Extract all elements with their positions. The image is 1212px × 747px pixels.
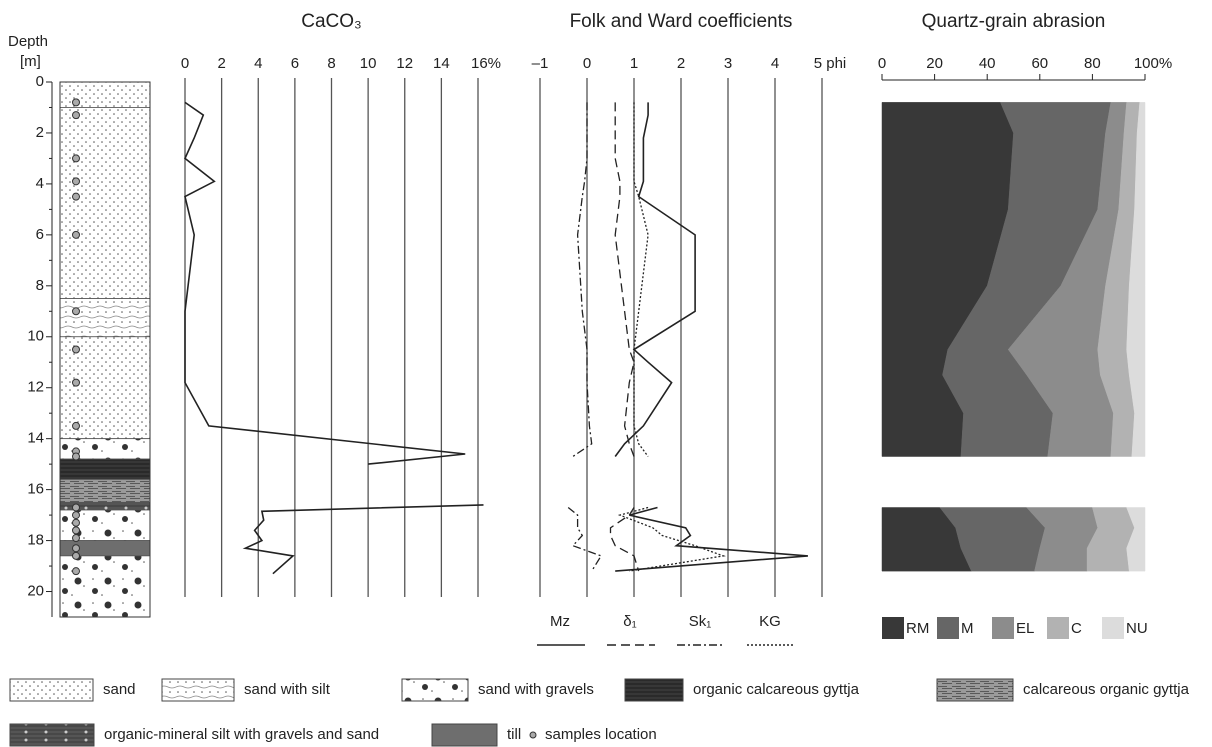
- sample-location: [73, 193, 80, 200]
- legend-swatch: [937, 617, 959, 639]
- sample-location: [73, 545, 80, 552]
- legend-label: KG: [759, 613, 781, 630]
- y-tick-label: 18: [27, 532, 44, 549]
- page: Depth[m]02468101214161820sandsand with s…: [0, 0, 1212, 747]
- sample-location: [73, 231, 80, 238]
- x-tick-label: 0: [583, 55, 591, 72]
- lithology-layer: [60, 299, 150, 337]
- legend-label: δ₁: [623, 613, 636, 630]
- x-tick-label: 0: [181, 55, 189, 72]
- y-tick-label: 6: [36, 226, 44, 243]
- figure: Depth[m]02468101214161820sandsand with s…: [0, 0, 1212, 747]
- sample-location: [73, 519, 80, 526]
- data-line: [620, 102, 723, 571]
- y-tick-label: 4: [36, 175, 44, 192]
- x-tick-label: 10: [360, 55, 377, 72]
- legend-swatch: [992, 617, 1014, 639]
- legend-label: calcareous organic gyttja: [1023, 681, 1190, 698]
- x-tick-label: 16%: [471, 55, 501, 72]
- legend-label: Sk₁: [689, 613, 712, 630]
- chart-title: CaCO₃: [301, 11, 362, 32]
- x-tick-label: 60: [1031, 55, 1048, 72]
- sample-location: [73, 112, 80, 119]
- sample-location: [73, 527, 80, 534]
- data-line: [568, 102, 601, 571]
- legend-swatch: [1102, 617, 1124, 639]
- lithology-layer: [60, 556, 150, 617]
- sample-location: [73, 99, 80, 106]
- sample-location: [73, 178, 80, 185]
- legend-swatch: [937, 679, 1013, 701]
- legend-label: organic-mineral silt with gravels and sa…: [104, 726, 379, 743]
- y-tick-label: 14: [27, 430, 44, 447]
- x-tick-label: 80: [1084, 55, 1101, 72]
- chart-title: Quartz-grain abrasion: [922, 11, 1106, 32]
- y-tick-label: 12: [27, 379, 44, 396]
- y-axis-label: Depth: [8, 33, 48, 50]
- sample-location: [73, 535, 80, 542]
- legend-label: sand with silt: [244, 681, 331, 698]
- x-tick-label: 0: [878, 55, 886, 72]
- x-tick-label: –1: [532, 55, 549, 72]
- legend-label: NU: [1126, 620, 1148, 637]
- x-tick-label: 3: [724, 55, 732, 72]
- x-tick-label: 1: [630, 55, 638, 72]
- sample-location: [73, 422, 80, 429]
- legend-swatch: [10, 724, 94, 746]
- x-tick-label: 5 phi: [814, 55, 847, 72]
- x-tick-label: 4: [254, 55, 262, 72]
- legend-swatch: [625, 679, 683, 701]
- sample-location: [73, 346, 80, 353]
- legend-label: sand: [103, 681, 136, 698]
- sample-location: [73, 512, 80, 519]
- legend-label: EL: [1016, 620, 1034, 637]
- sample-location: [73, 453, 80, 460]
- data-line: [185, 102, 484, 573]
- sample-location: [73, 155, 80, 162]
- lithology-layer: [60, 479, 150, 502]
- x-tick-label: 12: [396, 55, 413, 72]
- legend-label: M: [961, 620, 974, 637]
- legend-label: till: [507, 726, 521, 743]
- y-tick-label: 8: [36, 277, 44, 294]
- legend-label: organic calcareous gyttja: [693, 681, 860, 698]
- y-tick-label: 10: [27, 328, 44, 345]
- legend-label: Mz: [550, 613, 570, 630]
- lithology-layer: [60, 459, 150, 479]
- y-tick-label: 2: [36, 124, 44, 141]
- legend-label: RM: [906, 620, 929, 637]
- legend-swatch: [882, 617, 904, 639]
- legend-swatch: [432, 724, 497, 746]
- legend-swatch: [162, 679, 234, 701]
- sample-location: [73, 552, 80, 559]
- y-axis-label: [m]: [20, 53, 41, 70]
- chart-title: Folk and Ward coefficients: [570, 11, 793, 32]
- data-line: [615, 102, 808, 571]
- legend-sample-marker: [530, 732, 536, 738]
- legend-label: C: [1071, 620, 1082, 637]
- legend-swatch: [402, 679, 468, 701]
- x-tick-label: 2: [677, 55, 685, 72]
- legend-swatch: [10, 679, 93, 701]
- y-tick-label: 0: [36, 73, 44, 90]
- legend-swatch: [1047, 617, 1069, 639]
- sample-location: [73, 379, 80, 386]
- sample-location: [73, 568, 80, 575]
- sample-location: [73, 308, 80, 315]
- x-tick-label: 4: [771, 55, 779, 72]
- legend-label: samples location: [545, 726, 657, 743]
- sample-location: [73, 504, 80, 511]
- y-tick-label: 20: [27, 582, 44, 599]
- x-tick-label: 6: [291, 55, 299, 72]
- y-tick-label: 16: [27, 481, 44, 498]
- x-tick-label: 40: [979, 55, 996, 72]
- x-tick-label: 14: [433, 55, 450, 72]
- x-tick-label: 20: [926, 55, 943, 72]
- x-tick-label: 2: [217, 55, 225, 72]
- legend-label: sand with gravels: [478, 681, 594, 698]
- x-tick-label: 100%: [1134, 55, 1172, 72]
- lithology-layer: [60, 107, 150, 298]
- x-tick-label: 8: [327, 55, 335, 72]
